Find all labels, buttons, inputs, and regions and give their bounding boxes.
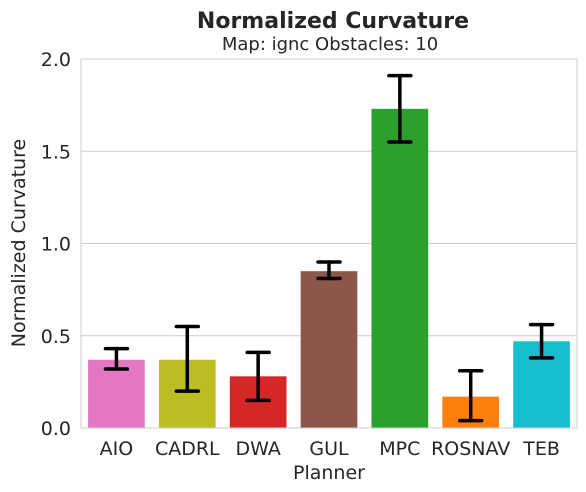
x-tick-label-rosnav: ROSNAV xyxy=(431,438,510,460)
bar-gul xyxy=(300,271,358,428)
bars xyxy=(88,108,570,428)
error-bars xyxy=(103,73,555,423)
y-tick-label-0: 0.0 xyxy=(41,418,71,440)
x-tick-label-teb: TEB xyxy=(522,438,560,460)
y-tick-labels: 0.0 0.5 1.0 1.5 2.0 xyxy=(41,49,71,440)
plot-frame xyxy=(80,58,578,429)
y-tick-label-1: 0.5 xyxy=(41,326,71,348)
x-tick-label-aio: AIO xyxy=(100,438,134,460)
bar-aio xyxy=(88,359,145,428)
y-tick-label-4: 2.0 xyxy=(41,49,71,71)
x-tick-label-dwa: DWA xyxy=(235,438,280,460)
chart-title: Normalized Curvature xyxy=(197,9,469,34)
y-axis-label: Normalized Curvature xyxy=(8,139,30,347)
x-tick-label-cadrl: CADRL xyxy=(155,438,220,460)
x-tick-label-gul: GUL xyxy=(309,438,349,460)
x-axis-label: Planner xyxy=(293,462,365,484)
y-tick-label-3: 1.5 xyxy=(41,141,71,163)
x-tick-label-mpc: MPC xyxy=(379,438,420,460)
y-tick-label-2: 1.0 xyxy=(41,234,71,256)
x-tick-labels: AIO CADRL DWA GUL MPC ROSNAV TEB xyxy=(100,438,560,460)
chart-subtitle: Map: ignc Obstacles: 10 xyxy=(222,34,438,55)
bar-mpc xyxy=(371,108,429,428)
